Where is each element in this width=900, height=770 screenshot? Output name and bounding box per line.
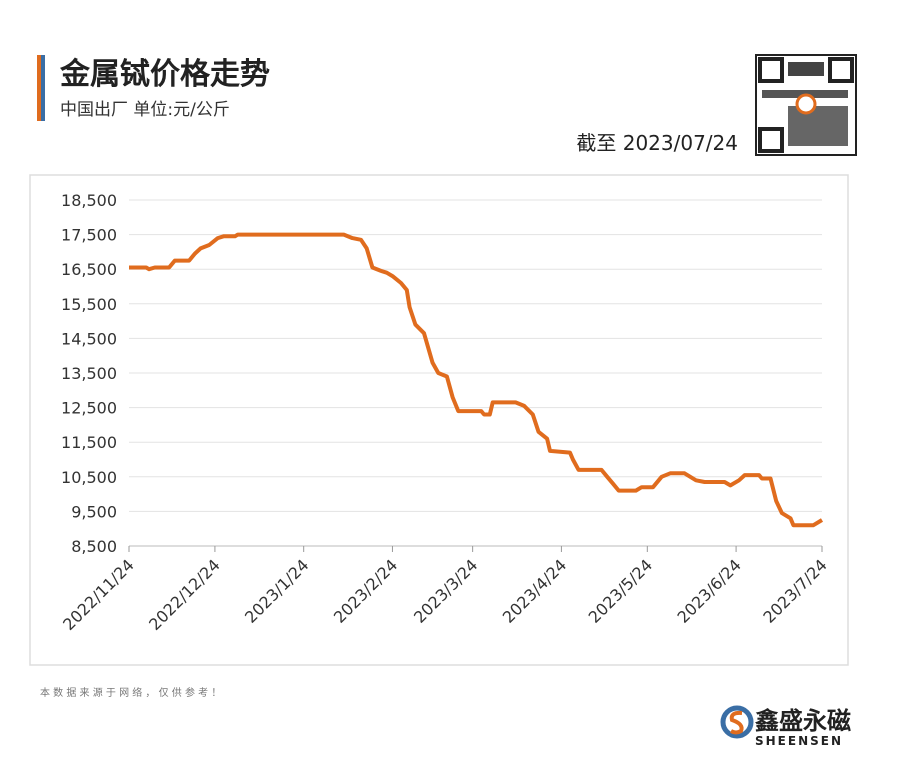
y-tick-label: 10,500 — [61, 468, 117, 487]
y-tick-label: 13,500 — [61, 364, 117, 383]
logo — [720, 705, 754, 739]
y-tick-label: 11,500 — [61, 433, 117, 452]
qr-code — [755, 54, 857, 156]
x-tick-label: 2023/6/24 — [673, 555, 744, 626]
subtitle: 中国出厂 单位:元/公斤 — [60, 100, 230, 120]
x-tick-label: 2022/11/24 — [59, 555, 138, 634]
footnote: 本 数 据 来 源 于 网 络 ， 仅 供 参 考 ！ — [40, 686, 221, 699]
y-tick-label: 18,500 — [61, 191, 117, 210]
x-tick-label: 2022/12/24 — [145, 555, 224, 634]
title-accent-2 — [41, 55, 45, 121]
x-tick-label: 2023/1/24 — [241, 555, 312, 626]
y-tick-label: 12,500 — [61, 399, 117, 418]
y-tick-label: 15,500 — [61, 295, 117, 314]
x-tick-label: 2023/4/24 — [499, 555, 570, 626]
y-tick-label: 17,500 — [61, 226, 117, 245]
plot-frame — [29, 174, 849, 666]
y-tick-label: 14,500 — [61, 329, 117, 348]
y-tick-label: 16,500 — [61, 260, 117, 279]
as-of: 截至 2023/07/24 — [576, 131, 738, 155]
y-tick-label: 8,500 — [71, 537, 117, 556]
brand-en: SHEENSEN — [755, 734, 843, 748]
brand: 鑫盛永磁 — [755, 707, 851, 735]
y-tick-label: 9,500 — [71, 502, 117, 521]
x-tick-label: 2023/7/24 — [759, 555, 830, 626]
title: 金属铽价格走势 — [59, 57, 270, 92]
x-tick-label: 2023/2/24 — [330, 555, 401, 626]
price-line — [129, 232, 824, 528]
x-tick-label: 2023/5/24 — [585, 555, 656, 626]
x-tick-label: 2023/3/24 — [410, 555, 481, 626]
